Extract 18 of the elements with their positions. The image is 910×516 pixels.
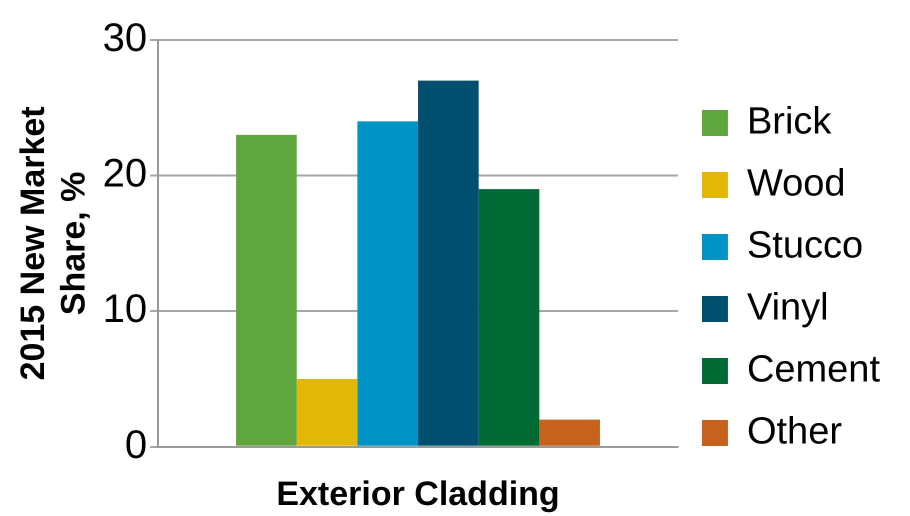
bar <box>357 121 418 446</box>
bar <box>296 379 358 446</box>
bar <box>418 80 479 446</box>
y-tick-label: 10 <box>102 287 148 332</box>
legend-label: Stucco <box>746 224 864 266</box>
y-tick-label: 20 <box>102 152 148 196</box>
legend-label: Brick <box>746 100 832 142</box>
legend-label: Wood <box>746 162 846 204</box>
legend-label: Cement <box>746 348 880 390</box>
bar <box>478 189 540 446</box>
y-tick-label: 30 <box>102 16 148 60</box>
legend-label: Vinyl <box>746 286 829 328</box>
bar <box>236 134 297 446</box>
legend-label: Other <box>746 410 842 452</box>
y-axis-title: 2015 New Market Share, % <box>14 106 93 380</box>
bar <box>539 420 600 446</box>
x-axis-title: Exterior Cladding <box>276 474 560 513</box>
y-tick-label: 0 <box>124 422 148 467</box>
